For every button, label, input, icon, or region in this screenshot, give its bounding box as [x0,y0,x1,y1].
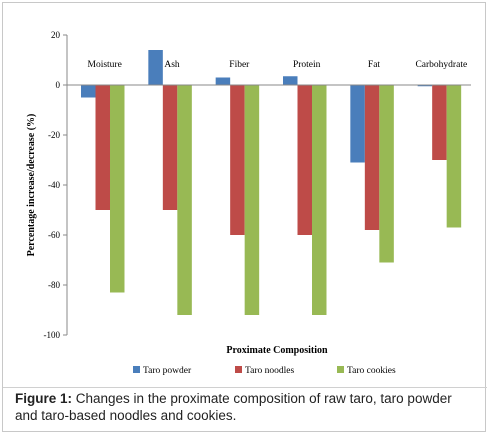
bar-taro-cookies-fat [379,85,394,263]
bar-taro-noodles-carbohydrate [432,85,447,160]
bar-taro-cookies-protein [312,85,327,315]
y-axis-ticks: 20 0 -20 -40 -60 -80 -100 [44,30,67,340]
bar-taro-cookies-moisture [110,85,125,293]
y-tick-label: 20 [51,30,61,40]
y-tick-label: -20 [48,130,60,140]
caption-label: Figure 1: [15,391,73,406]
y-tick-label: -80 [48,280,60,290]
figure-frame: 20 0 -20 -40 -60 -80 -100 Moisture Ash Fiber Prot… [2,2,487,432]
legend-swatch-taro-cookies [337,366,344,373]
category-label-protein: Protein [293,60,321,70]
chart-area: 20 0 -20 -40 -60 -80 -100 Moisture Ash Fiber Prot… [3,3,487,388]
y-tick-label: -100 [44,330,61,340]
legend-swatch-taro-powder [133,366,140,373]
category-labels: Moisture Ash Fiber Protein Fat Carbohydrate [88,60,468,70]
bar-taro-powder-ash [148,50,163,85]
y-tick-label: 0 [56,80,61,90]
legend: Taro powder Taro noodles Taro cookies [133,366,396,376]
legend-label-taro-noodles: Taro noodles [245,366,295,376]
bar-taro-powder-fiber [215,77,231,85]
y-tick-label: -60 [48,230,60,240]
figure-caption: Figure 1: Changes in the proximate compo… [15,390,477,424]
legend-swatch-taro-noodles [235,366,242,373]
bar-taro-noodles-fiber [230,85,245,235]
bar-taro-noodles-ash [162,85,178,210]
bar-taro-noodles-protein [297,85,312,235]
y-axis-title: Percentage increase/decrease (%) [26,114,37,257]
bar-taro-cookies-carbohydrate [446,85,462,228]
bar-taro-noodles-fat [364,85,380,230]
bar-chart: 20 0 -20 -40 -60 -80 -100 Moisture Ash Fiber Prot… [26,30,471,376]
category-label-fat: Fat [368,60,381,70]
bar-taro-cookies-ash [177,85,192,315]
caption-text: Changes in the proximate composition of … [15,391,452,423]
bar-taro-noodles-moisture [95,85,110,210]
bar-taro-powder-protein [283,76,298,85]
y-tick-label: -40 [48,180,60,190]
bar-taro-powder-carbohydrate [417,85,433,87]
bars [81,50,462,315]
category-label-fiber: Fiber [229,60,250,70]
category-label-moisture: Moisture [88,60,122,70]
bar-taro-powder-fat [350,85,365,163]
x-axis-title: Proximate Composition [226,345,328,356]
legend-label-taro-cookies: Taro cookies [347,366,396,376]
bar-taro-cookies-fiber [244,85,260,315]
legend-label-taro-powder: Taro powder [143,366,192,376]
category-label-ash: Ash [164,60,180,70]
bar-taro-powder-moisture [81,85,96,98]
category-label-carbohydrate: Carbohydrate [415,60,467,70]
